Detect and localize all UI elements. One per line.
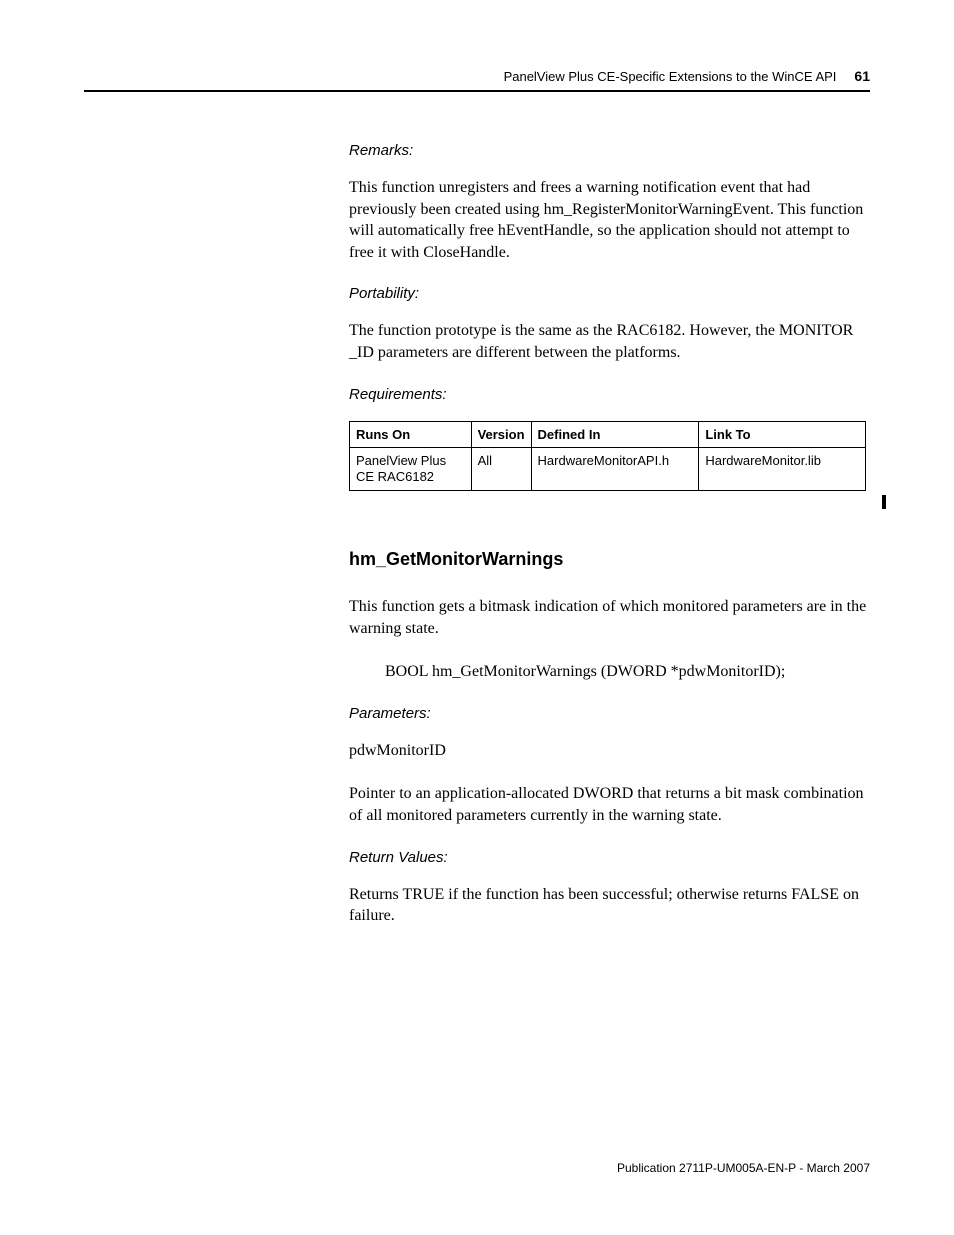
portability-label: Portability: [349, 285, 869, 302]
requirements-table: Runs On Version Defined In Link To Panel… [349, 421, 866, 492]
page-number: 61 [854, 68, 870, 84]
function-intro: This function gets a bitmask indication … [349, 596, 869, 639]
requirements-label: Requirements: [349, 386, 869, 403]
running-header: PanelView Plus CE-Specific Extensions to… [84, 68, 870, 90]
header-rule [84, 90, 870, 92]
cell-runs-on: PanelView Plus CE RAC6182 [350, 447, 472, 491]
function-heading: hm_GetMonitorWarnings [349, 549, 869, 570]
parameters-label: Parameters: [349, 705, 869, 722]
function-prototype: BOOL hm_GetMonitorWarnings (DWORD *pdwMo… [385, 661, 869, 683]
parameter-desc: Pointer to an application-allocated DWOR… [349, 783, 869, 826]
col-header-link-to: Link To [699, 421, 866, 447]
return-values-body: Returns TRUE if the function has been su… [349, 884, 869, 927]
table-row: PanelView Plus CE RAC6182 All HardwareMo… [350, 447, 866, 491]
parameter-name: pdwMonitorID [349, 740, 869, 762]
portability-body: The function prototype is the same as th… [349, 320, 869, 363]
col-header-defined-in: Defined In [531, 421, 699, 447]
footer-publication: Publication 2711P-UM005A-EN-P - March 20… [617, 1161, 870, 1175]
cell-defined-in: HardwareMonitorAPI.h [531, 447, 699, 491]
chapter-title: PanelView Plus CE-Specific Extensions to… [504, 69, 837, 84]
remarks-body: This function unregisters and frees a wa… [349, 177, 869, 263]
cell-version: All [471, 447, 531, 491]
col-header-runs-on: Runs On [350, 421, 472, 447]
table-header-row: Runs On Version Defined In Link To [350, 421, 866, 447]
remarks-label: Remarks: [349, 142, 869, 159]
change-bar-icon [882, 495, 886, 509]
cell-link-to: HardwareMonitor.lib [699, 447, 866, 491]
content-column: Remarks: This function unregisters and f… [349, 142, 869, 927]
page-container: PanelView Plus CE-Specific Extensions to… [0, 0, 954, 1235]
return-values-label: Return Values: [349, 849, 869, 866]
col-header-version: Version [471, 421, 531, 447]
